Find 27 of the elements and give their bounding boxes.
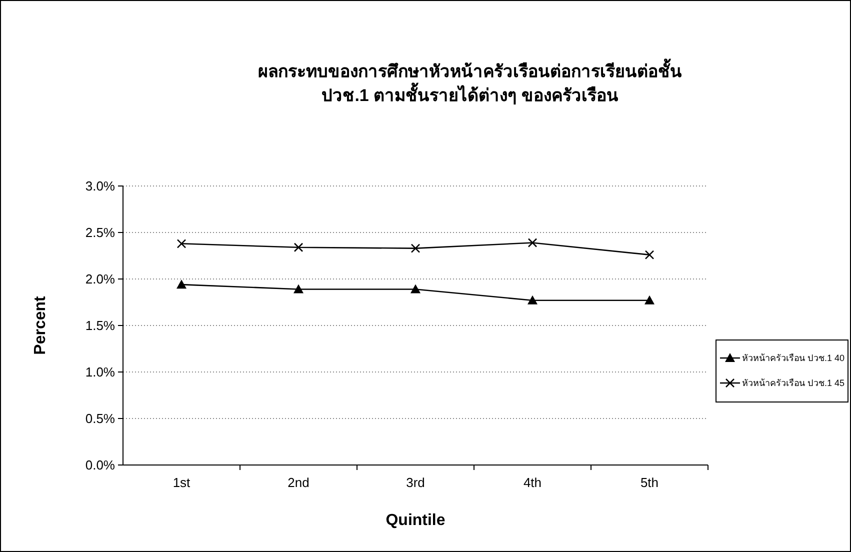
point xyxy=(176,280,186,289)
x-tick-label: 2nd xyxy=(288,475,310,490)
y-tick-label: 1.5% xyxy=(85,318,116,334)
y-tick-label: 0.0% xyxy=(85,458,116,473)
x-tick-label: 4th xyxy=(523,475,542,490)
legend-label: หัวหน้าครัวเรือน ปวช.1 45 xyxy=(742,378,845,388)
y-tick-label: 2.0% xyxy=(85,272,116,287)
point xyxy=(528,238,538,248)
point xyxy=(644,250,654,260)
y-axis-title: Percent xyxy=(32,295,49,355)
x-tick-label: 1st xyxy=(172,475,191,490)
chart-title: ผลกระทบของการศึกษาหัวหน้าครัวเรือนต่อการเรียนต่อชั้น ปวช.1 ตามชั้นรายได้ต่างๆ ของครัวเรือน xyxy=(258,58,682,105)
y-tick-label: 2.5% xyxy=(85,225,116,240)
point xyxy=(410,244,420,253)
point xyxy=(644,295,654,304)
point xyxy=(176,239,186,248)
y-tick-label: 1.0% xyxy=(85,364,116,380)
point xyxy=(528,295,538,304)
y-tick-label: 0.5% xyxy=(85,411,116,426)
point xyxy=(294,284,304,294)
x-axis-title: Quintile xyxy=(386,512,446,529)
y-tick-label: 3.0% xyxy=(85,178,116,194)
point xyxy=(410,284,420,294)
x-tick-label: 3rd xyxy=(406,475,425,490)
legend-label: หัวหน้าครัวเรือน ปวช.1 40 xyxy=(742,353,845,364)
x-tick-label: 5th xyxy=(640,475,659,490)
point xyxy=(294,242,304,252)
